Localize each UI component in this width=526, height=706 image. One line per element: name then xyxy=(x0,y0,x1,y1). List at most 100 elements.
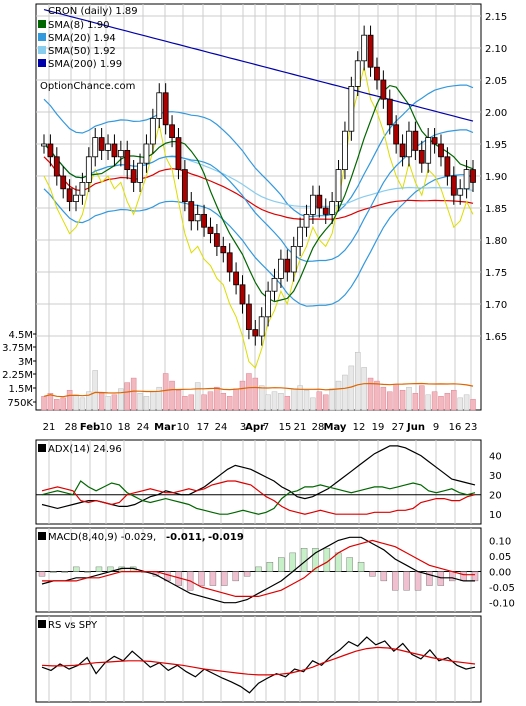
y-tick-label: 2.00 xyxy=(485,108,507,119)
x-tick-label: Mar xyxy=(154,422,176,433)
x-tick-label: 28 xyxy=(312,422,325,433)
x-tick-label: 16 xyxy=(449,422,462,433)
candle-body xyxy=(457,188,464,196)
x-tick-label: 21 xyxy=(294,422,307,433)
volume-bar xyxy=(111,394,118,411)
candle-body xyxy=(111,143,118,158)
volume-bar xyxy=(98,393,105,411)
volume-bar xyxy=(451,389,457,411)
volume-y-tick-label: 750K xyxy=(7,398,33,409)
macd-histogram-bar xyxy=(437,571,445,586)
volume-bar xyxy=(431,391,438,411)
volume-bar xyxy=(162,373,169,411)
x-tick-label: 28 xyxy=(65,422,78,433)
volume-bar xyxy=(348,365,355,411)
macd-histogram-bar xyxy=(369,571,376,577)
red-trend-line xyxy=(43,156,474,220)
candle-body xyxy=(143,143,150,164)
candle-body xyxy=(342,130,348,170)
legend-swatch xyxy=(38,33,46,41)
y-tick-label: 1.95 xyxy=(485,140,507,151)
volume-bar xyxy=(399,389,406,411)
legend-label: SMA(50) 1.92 xyxy=(48,46,116,57)
rs-title: RS vs SPY xyxy=(48,620,98,631)
volume-bar xyxy=(265,394,271,411)
macd-series-line xyxy=(42,539,475,597)
macd-histogram-bar xyxy=(84,571,91,573)
x-tick-label: 15 xyxy=(279,422,292,433)
volume-bar xyxy=(297,385,303,411)
macd-histogram-bar xyxy=(38,571,46,577)
macd-histogram-bar xyxy=(335,552,342,572)
volume-bar xyxy=(137,393,143,411)
legend-label: SMA(20) 1.94 xyxy=(48,33,116,44)
volume-bar xyxy=(278,393,284,411)
x-tick-label: 7 xyxy=(263,422,269,433)
adx-y-tick-label: 40 xyxy=(489,452,502,463)
volume-y-tick-label: 3M xyxy=(18,357,33,368)
candle-body xyxy=(213,233,220,247)
y-tick-label: 1.65 xyxy=(485,332,507,343)
macd-histogram-bar xyxy=(209,571,217,586)
volume-bar xyxy=(156,386,163,411)
candle-body xyxy=(137,162,143,183)
candle-body xyxy=(252,329,259,337)
legend-label: SMA(8) 1.90 xyxy=(48,20,109,31)
x-tick-label: 19 xyxy=(372,422,385,433)
candle-body xyxy=(406,130,412,158)
candle-body xyxy=(399,143,406,158)
candle-body xyxy=(92,137,99,158)
volume-bar xyxy=(124,382,130,411)
candle-body xyxy=(156,92,163,119)
rs-legend-swatch xyxy=(38,620,46,628)
volume-bar xyxy=(182,396,188,411)
macd-histogram-bar xyxy=(403,571,410,591)
volume-bar xyxy=(258,385,265,411)
candle-body xyxy=(117,149,124,158)
volume-bar xyxy=(169,380,175,411)
volume-bar xyxy=(284,396,291,411)
adx-series-line xyxy=(41,480,476,515)
adx-title: ADX(14) 24.96 xyxy=(48,444,122,455)
candle-body xyxy=(201,213,207,228)
volume-bar xyxy=(361,367,367,411)
macd-histogram-bar xyxy=(278,557,285,572)
candle-body xyxy=(245,303,252,331)
candle-body xyxy=(207,226,214,234)
macd-histogram-bar xyxy=(346,557,353,572)
macd-signal-value: -0.011, xyxy=(166,532,206,543)
volume-bar xyxy=(444,393,451,411)
candle-body xyxy=(450,175,457,196)
watermark-label: OptionChance.com xyxy=(40,81,135,92)
candle-body xyxy=(41,143,47,147)
volume-bar xyxy=(438,396,444,411)
bollinger-lower-line xyxy=(43,174,474,307)
adx-y-tick-label: 10 xyxy=(489,510,502,521)
macd-histogram-bar xyxy=(221,571,228,586)
candle-body xyxy=(79,181,86,196)
candle-body xyxy=(188,201,195,222)
candle-body xyxy=(265,290,272,318)
volume-bar xyxy=(201,394,207,411)
volume-bar xyxy=(188,394,195,411)
volume-bar xyxy=(226,396,233,411)
volume-bar xyxy=(252,377,259,411)
yellow-line xyxy=(43,67,474,369)
candle-body xyxy=(374,66,380,81)
volume-bar xyxy=(322,394,329,411)
volume-bar xyxy=(470,399,476,411)
macd-histogram-bar xyxy=(232,571,239,582)
macd-histogram-bar xyxy=(414,571,422,591)
volume-bar xyxy=(393,383,399,411)
x-tick-label: 18 xyxy=(118,422,131,433)
candle-body xyxy=(290,245,297,273)
volume-average-line xyxy=(43,382,474,398)
volume-bar xyxy=(246,373,252,411)
legend-swatch xyxy=(38,46,46,54)
candle-body xyxy=(361,34,368,62)
y-tick-label: 2.10 xyxy=(485,44,507,55)
volume-bar xyxy=(194,382,201,411)
x-tick-label: 10 xyxy=(177,422,190,433)
candle-body xyxy=(418,149,425,164)
volume-bar xyxy=(387,391,393,411)
